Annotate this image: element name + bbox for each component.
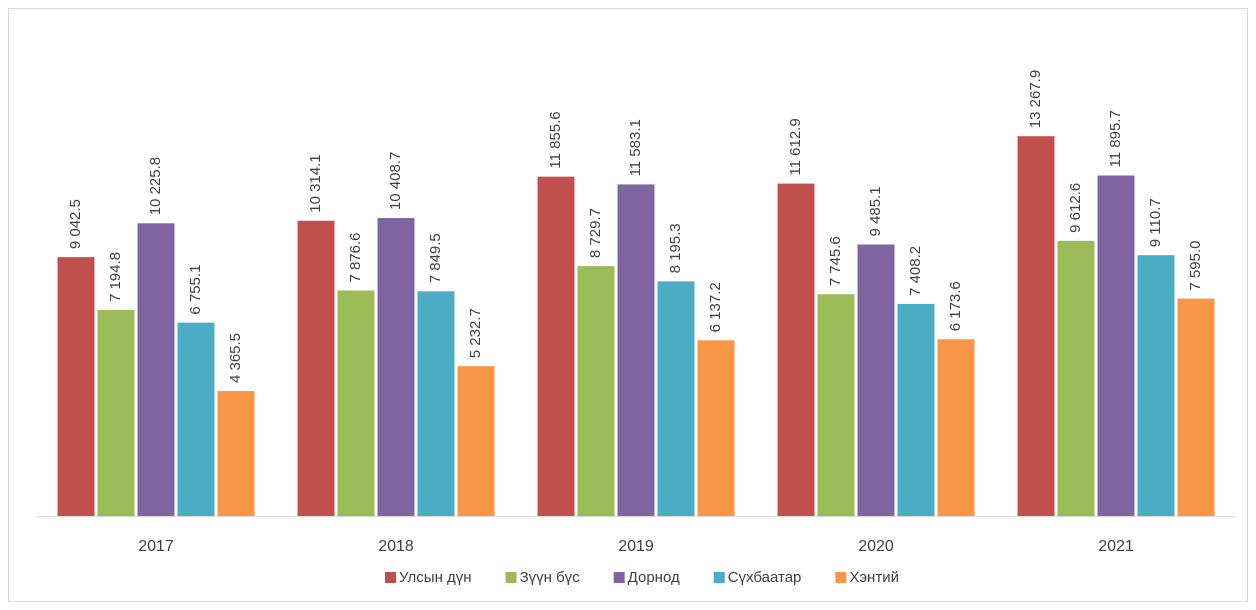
data-label: 6 173.6: [947, 281, 964, 331]
bar: [137, 223, 175, 516]
bar: [297, 220, 335, 516]
bar: [337, 290, 375, 516]
legend-swatch: [713, 572, 725, 583]
data-label: 9 485.1: [867, 186, 884, 236]
legend-swatch: [835, 572, 847, 583]
data-label: 7 849.5: [427, 233, 444, 283]
bar: [697, 340, 735, 516]
data-label: 7 745.6: [827, 236, 844, 286]
bar: [777, 183, 815, 516]
data-label: 7 194.8: [107, 252, 124, 302]
bar: [1057, 240, 1095, 516]
bar: [537, 176, 575, 516]
data-label: 9 110.7: [1147, 198, 1164, 247]
data-label: 5 232.7: [467, 308, 484, 358]
bar: [417, 291, 455, 516]
data-label: 10 225.8: [147, 157, 164, 215]
bar: [577, 266, 615, 516]
x-tick-label: 2021: [1098, 538, 1134, 555]
data-label: 8 729.7: [587, 208, 604, 258]
data-label: 6 137.2: [707, 282, 724, 332]
data-label: 10 314.1: [307, 154, 324, 212]
data-label: 9 042.5: [67, 199, 84, 249]
bar: [177, 322, 215, 516]
bar: [1177, 298, 1215, 516]
legend-label: Хэнтий: [849, 569, 899, 586]
legend-label: Улсын дүн: [399, 569, 472, 586]
data-label: 13 267.9: [1027, 70, 1044, 128]
legend-label: Зүүн бүс: [520, 569, 581, 586]
data-label: 10 408.7: [387, 152, 404, 210]
data-label: 7 408.2: [907, 246, 924, 296]
legend-swatch: [613, 572, 625, 583]
x-tick-label: 2019: [618, 538, 654, 555]
data-label: 11 612.9: [787, 118, 804, 175]
bar: [657, 281, 695, 516]
bar: [97, 310, 135, 516]
data-label: 8 195.3: [667, 223, 684, 273]
bar: [1137, 255, 1175, 516]
bar: [897, 303, 935, 516]
legend-swatch: [385, 572, 397, 583]
data-label: 6 755.1: [187, 265, 204, 315]
data-label: 4 365.5: [227, 333, 244, 383]
bar: [1097, 175, 1135, 516]
x-tick-label: 2017: [138, 538, 174, 555]
data-label: 7 595.0: [1187, 241, 1204, 291]
data-label: 7 876.6: [347, 232, 364, 282]
legend-label: Сүхбаатар: [728, 569, 802, 586]
data-label: 11 855.6: [547, 111, 564, 168]
bar: [457, 366, 495, 516]
legend-swatch: [505, 572, 517, 583]
data-label: 9 612.6: [1067, 183, 1084, 233]
bar: [817, 294, 855, 516]
bar: [57, 257, 95, 516]
bar: [217, 391, 255, 516]
x-tick-label: 2018: [378, 538, 414, 555]
data-label: 11 583.1: [627, 119, 644, 176]
data-label: 11 895.7: [1107, 110, 1124, 167]
bar: [937, 339, 975, 516]
x-tick-label: 2020: [858, 538, 894, 555]
bar: [377, 218, 415, 516]
bar: [617, 184, 655, 516]
legend-label: Дорнод: [628, 569, 680, 586]
bar: [857, 244, 895, 516]
bar: [1017, 136, 1055, 516]
